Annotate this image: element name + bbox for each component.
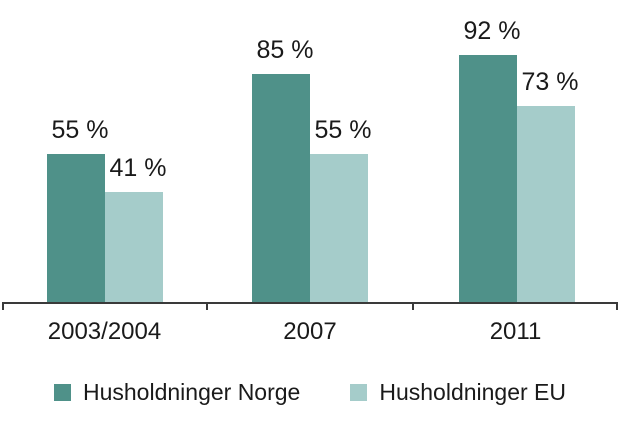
category-label-2007: 2007 — [283, 318, 337, 345]
value-label-eu-0: 41 % — [109, 154, 167, 182]
legend-swatch-icon-norge — [53, 383, 71, 401]
bar-eu-2007 — [310, 154, 368, 302]
legend: Husholdninger Norge Husholdninger EU — [0, 379, 620, 405]
category-label-2011: 2011 — [489, 318, 542, 345]
value-label-eu-1: 55 % — [314, 116, 372, 144]
legend-swatch-icon-eu — [350, 383, 368, 401]
bar-norge-2011 — [459, 55, 517, 302]
value-label-norge-0: 55 % — [51, 116, 109, 144]
x-axis-tick-1 — [206, 302, 208, 310]
x-axis-line — [2, 302, 618, 304]
legend-label-eu: Husholdninger EU — [379, 379, 567, 405]
x-axis-tick-0 — [2, 302, 4, 310]
legend-item-eu: Husholdninger EU — [350, 379, 566, 405]
value-label-norge-2: 92 % — [463, 17, 521, 45]
x-axis-tick-2 — [412, 302, 414, 310]
category-label-2003-2004: 2003/2004 — [47, 318, 162, 345]
bar-eu-2011 — [517, 106, 575, 302]
legend-item-norge: Husholdninger Norge — [53, 379, 301, 405]
bar-norge-2003-2004 — [47, 154, 105, 302]
value-label-norge-1: 85 % — [256, 36, 314, 64]
bar-norge-2007 — [252, 74, 310, 302]
x-axis-tick-3 — [616, 302, 618, 310]
value-label-eu-2: 73 % — [521, 68, 579, 96]
legend-label-norge: Husholdninger Norge — [82, 379, 301, 405]
bar-eu-2003-2004 — [105, 192, 163, 302]
